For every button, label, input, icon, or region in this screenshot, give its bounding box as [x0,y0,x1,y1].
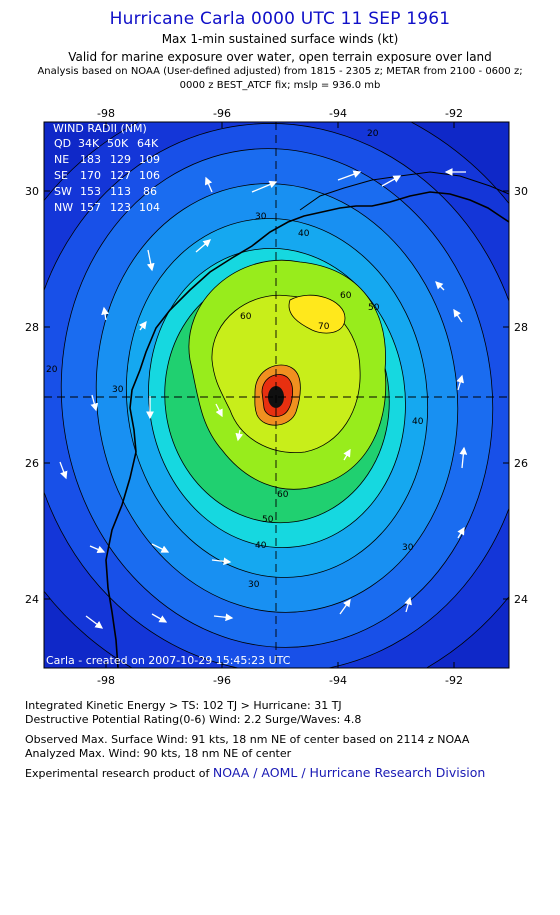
y-tick-label: 30 [25,185,39,198]
hrd-link[interactable]: NOAA / AOML / Hurricane Research Divisio… [212,765,486,780]
x-tick-label: -96 [213,107,231,120]
band-core-max [288,294,346,334]
wind-radii-header: QD 34K 50K 64K [54,137,159,150]
wind-field-map: 20 30 40 50 60 70 60 40 50 40 30 30 30 2… [25,107,528,687]
x-tick-label: -94 [329,107,347,120]
svg-text:SW: SW [54,185,72,198]
wind-vectors [59,168,468,629]
contour-label: 60 [277,490,289,500]
map-subtitle-variable: Max 1-min sustained surface winds (kt) [161,32,399,46]
analysis-sources: Analysis based on NOAA (User-defined adj… [37,66,523,77]
contour-label: 30 [248,580,260,590]
analysis-fix: 0000 z BEST_ATCF fix; mslp = 936.0 mb [179,80,381,91]
wind-radii-title: WIND RADII (NM) [53,122,147,135]
svg-text:109: 109 [139,153,160,166]
x-tick-label: -92 [445,107,463,120]
destructive-potential: Destructive Potential Rating(0-6) Wind: … [25,713,362,726]
svg-text:127: 127 [110,169,131,182]
wind-radii-row-sw: SW 153 113 86 [54,185,157,198]
svg-text:34K: 34K [78,137,100,150]
x-tick-label: -96 [213,674,231,687]
contour-label: 50 [368,303,380,313]
wind-radii-row-se: SE 170 127 106 [54,169,160,182]
y-tick-label: 26 [514,457,528,470]
y-tick-label: 24 [514,593,528,606]
svg-text:157: 157 [80,201,101,214]
map-subtitle-exposure: Valid for marine exposure over water, op… [68,50,492,64]
contour-label: 40 [412,417,424,427]
y-tick-label: 24 [25,593,39,606]
map-frame [43,121,510,669]
y-tick-label: 30 [514,185,528,198]
y-tick-label: 26 [25,457,39,470]
svg-text:106: 106 [139,169,160,182]
contour-label: 60 [240,312,252,322]
contour-label: 70 [318,322,330,332]
svg-text:170: 170 [80,169,101,182]
contour-label: 30 [112,385,124,395]
svg-text:64K: 64K [137,137,159,150]
svg-text:113: 113 [110,185,131,198]
map-title: Hurricane Carla 0000 UTC 11 SEP 1961 [109,9,451,29]
ike-summary: Integrated Kinetic Energy > TS: 102 TJ >… [25,699,342,712]
svg-text:183: 183 [80,153,101,166]
y-tick-label: 28 [514,321,528,334]
product-prefix: Experimental research product of [25,767,213,780]
wind-radii-table: WIND RADII (NM) QD 34K 50K 64K NE 183 12… [53,122,160,214]
svg-text:123: 123 [110,201,131,214]
x-tick-label: -94 [329,674,347,687]
x-tick-label: -98 [97,107,115,120]
y-tick-label: 28 [25,321,39,334]
wind-radii-row-ne: NE 183 129 109 [54,153,160,166]
x-tick-label: -92 [445,674,463,687]
svg-text:QD: QD [54,137,71,150]
product-credit: Experimental research product of NOAA / … [25,765,485,780]
wind-radii-row-nw: NW 157 123 104 [54,201,160,214]
contour-label: 50 [262,515,274,525]
svg-text:50K: 50K [107,137,129,150]
svg-text:86: 86 [143,185,157,198]
contour-label: 40 [255,541,267,551]
wind-field-plot: 20 30 40 50 60 70 60 40 50 40 30 30 30 2… [44,122,509,668]
map-credit: Carla - created on 2007-10-29 15:45:23 U… [46,654,291,667]
svg-text:SE: SE [54,169,68,182]
contour-label: 20 [46,365,58,375]
contour-label: 60 [340,291,352,301]
coastline [105,191,509,668]
svg-text:129: 129 [110,153,131,166]
tick-marks [44,122,509,668]
analyzed-max-wind: Analyzed Max. Wind: 90 kts, 18 nm NE of … [25,747,292,760]
center-crosshair [44,122,509,668]
svg-text:NE: NE [54,153,69,166]
observed-max-wind: Observed Max. Surface Wind: 91 kts, 18 n… [25,733,470,746]
contour-label: 20 [367,129,379,139]
svg-text:NW: NW [54,201,73,214]
x-tick-label: -98 [97,674,115,687]
contour-label: 30 [255,212,267,222]
contour-label: 40 [298,229,310,239]
svg-text:153: 153 [80,185,101,198]
svg-text:104: 104 [139,201,160,214]
contour-label: 30 [402,543,414,553]
